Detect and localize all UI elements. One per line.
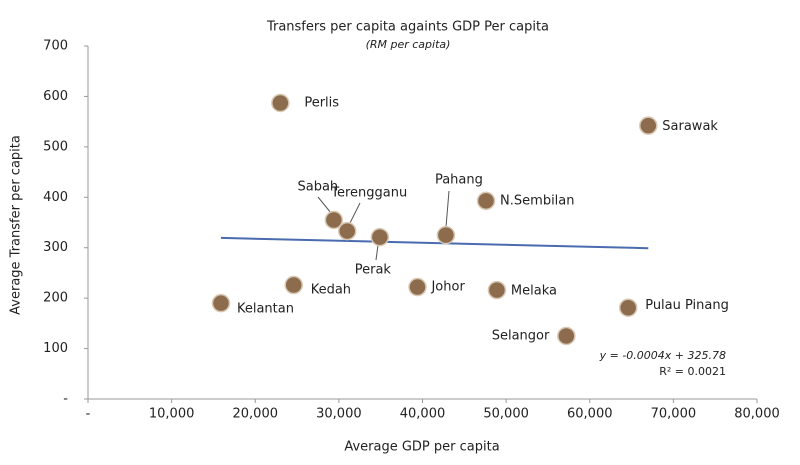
point-label: Melaka (511, 284, 557, 299)
point-label: Johor (430, 280, 465, 295)
point-label: Perlis (304, 95, 339, 110)
callout (348, 202, 361, 226)
y-tick-label: 500 (43, 139, 68, 154)
chart-title: Transfers per capita againts GDP Per cap… (266, 20, 549, 35)
callout (375, 244, 379, 261)
x-axis-title: Average GDP per capita (344, 440, 499, 455)
x-tick-label: 40,000 (400, 407, 446, 422)
point-label: Selangor (492, 328, 550, 343)
point (639, 116, 658, 135)
point-label: Pahang (435, 173, 483, 188)
trendline-r2: R² = 0.0021 (659, 365, 726, 378)
y-tick-label: 100 (43, 341, 68, 356)
point-label: Pulau Pinang (645, 298, 729, 313)
point (324, 210, 344, 230)
x-tick-label: 70,000 (651, 407, 697, 422)
callout (445, 190, 450, 228)
point (487, 280, 507, 300)
y-tick-label: 400 (43, 190, 68, 205)
point (284, 275, 303, 295)
chart-subtitle: (RM per capita) (366, 38, 451, 51)
point (557, 326, 576, 346)
x-tick-label: 30,000 (316, 407, 362, 422)
point-label: Sabah (298, 179, 339, 194)
point-label: Sarawak (662, 119, 718, 134)
y-axis-title: Average Transfer per capita (9, 135, 24, 315)
x-tick-label: 10,000 (149, 407, 195, 422)
y-tick-label: 300 (43, 240, 68, 255)
callout (317, 196, 332, 214)
point (337, 221, 357, 241)
point (436, 225, 456, 245)
trendline-equation: y = -0.0004x + 325.78 (599, 349, 726, 362)
point-label: Kedah (311, 283, 351, 298)
point-label: Perak (355, 263, 392, 278)
point (618, 298, 638, 317)
point (476, 191, 496, 211)
point (370, 227, 390, 247)
trendline (220, 236, 649, 250)
point (408, 277, 427, 297)
x-tick-label: 80,000 (734, 407, 780, 422)
callouts (317, 190, 450, 261)
point-label: Terengganu (330, 186, 407, 201)
point (211, 293, 231, 313)
x-tick-label: - (86, 407, 91, 422)
y-tick-label: - (63, 392, 68, 407)
point (271, 93, 290, 113)
point-label: N.Sembilan (500, 193, 574, 208)
y-tick-label: 200 (43, 291, 68, 306)
y-tick-label: 600 (43, 89, 68, 104)
y-tick-label: 700 (43, 39, 68, 54)
x-tick-label: 20,000 (233, 407, 279, 422)
x-tick-label: 50,000 (483, 407, 529, 422)
x-tick-label: 60,000 (567, 407, 613, 422)
point-label: Kelantan (237, 302, 294, 317)
